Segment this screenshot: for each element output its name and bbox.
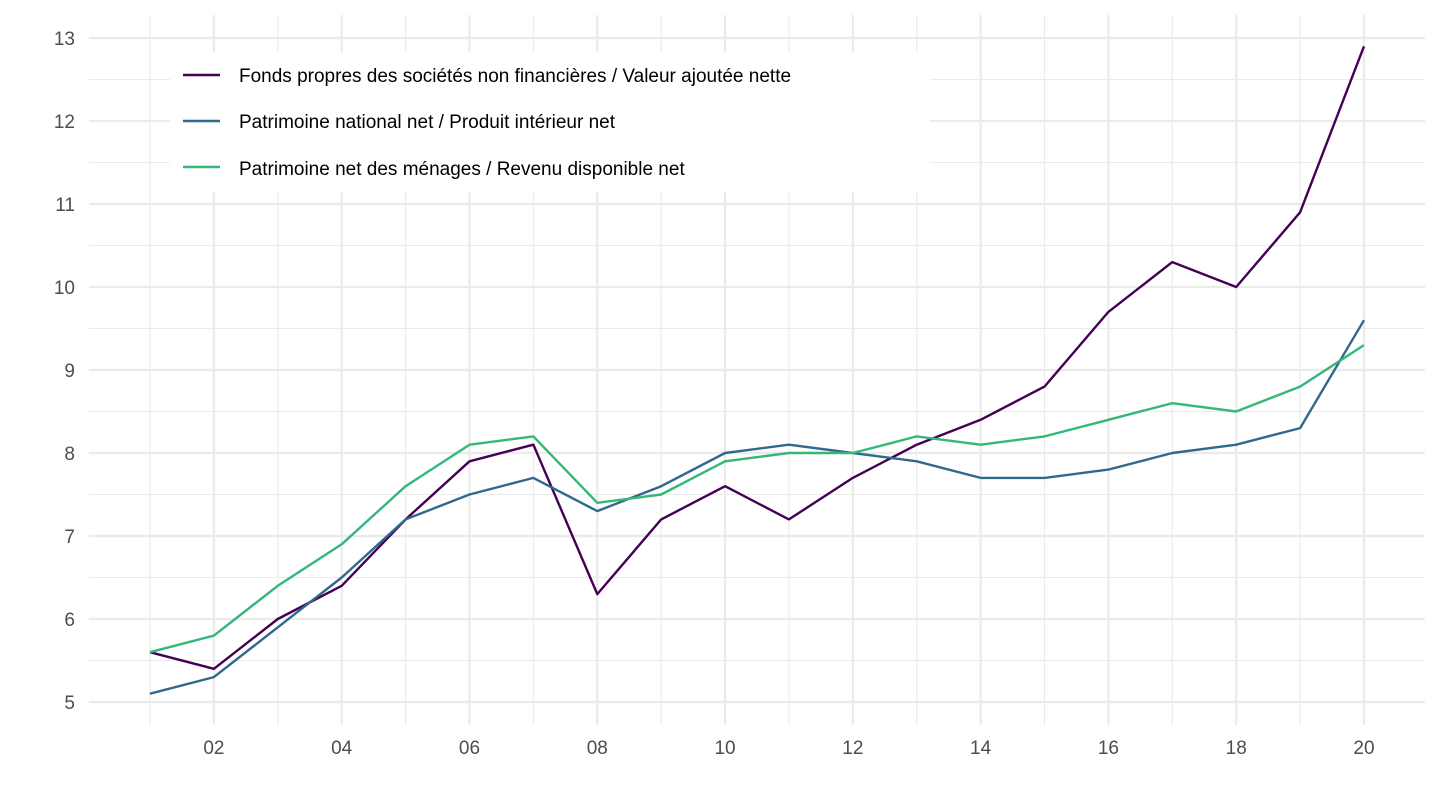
- x-tick-label: 16: [1098, 738, 1119, 759]
- x-tick-label: 06: [459, 738, 480, 759]
- y-tick-label: 9: [64, 361, 75, 382]
- legend-label: Fonds propres des sociétés non financièr…: [239, 66, 791, 87]
- series-lines: [149, 45, 1366, 695]
- legend-label: Patrimoine national net / Produit intéri…: [239, 112, 616, 133]
- x-tick-label: 02: [203, 738, 224, 759]
- y-tick-label: 6: [64, 610, 75, 631]
- y-axis: 5 6 7 8 9 10 11 12 13: [54, 29, 75, 714]
- series-line-2: [149, 319, 1366, 695]
- series-line-3: [149, 344, 1365, 654]
- x-tick-label: 14: [970, 738, 992, 759]
- x-tick-label: 18: [1226, 738, 1247, 759]
- y-tick-label: 8: [64, 444, 75, 465]
- legend-item: Patrimoine national net / Produit intéri…: [183, 112, 616, 133]
- legend-label: Patrimoine net des ménages / Revenu disp…: [239, 159, 685, 180]
- x-axis: 02 04 06 08 10 12 14 16 18 20: [203, 738, 1374, 759]
- y-tick-label: 13: [54, 29, 75, 50]
- legend-item: Fonds propres des sociétés non financièr…: [183, 66, 791, 87]
- x-tick-label: 20: [1353, 738, 1374, 759]
- y-tick-label: 5: [64, 693, 75, 714]
- series-line-1: [149, 45, 1366, 670]
- x-tick-label: 04: [331, 738, 353, 759]
- y-tick-label: 7: [64, 527, 75, 548]
- y-tick-label: 10: [54, 278, 75, 299]
- x-tick-label: 12: [842, 738, 863, 759]
- y-tick-label: 11: [55, 195, 75, 216]
- x-tick-label: 10: [714, 738, 735, 759]
- y-tick-label: 12: [54, 112, 75, 133]
- legend-item: Patrimoine net des ménages / Revenu disp…: [183, 159, 685, 180]
- legend: Fonds propres des sociétés non financièr…: [170, 52, 930, 192]
- x-tick-label: 08: [587, 738, 608, 759]
- legend-background: [170, 52, 930, 192]
